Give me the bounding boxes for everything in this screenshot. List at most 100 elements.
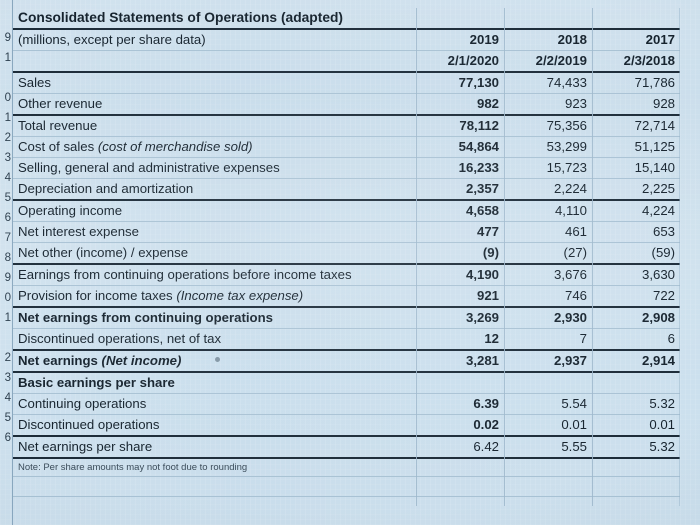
row-number: 6 bbox=[4, 432, 11, 444]
row-value-2018: 0.01 bbox=[504, 414, 592, 437]
row-number: 0 bbox=[4, 92, 11, 104]
row-label-text: Net other (income) / expense bbox=[18, 245, 189, 260]
row-value-2019: 6.39 bbox=[416, 393, 504, 415]
row-label: Provision for income taxes (Income tax e… bbox=[13, 285, 416, 308]
column-divider-1 bbox=[416, 8, 417, 506]
row-value-2017: 5.32 bbox=[592, 435, 680, 459]
row-value-2017: 71,786 bbox=[592, 72, 680, 94]
row-label: Discontinued operations, net of tax bbox=[13, 328, 416, 351]
row-value-2019: 16,233 bbox=[416, 157, 504, 179]
row-value-2019: 982 bbox=[416, 93, 504, 116]
row-label-parenthetical: (cost of merchandise sold) bbox=[97, 139, 253, 154]
row-value-2019: 78,112 bbox=[416, 114, 504, 137]
row-number: 1 bbox=[4, 52, 11, 64]
row-value-2017: 3,630 bbox=[592, 263, 680, 286]
row-label-text: Operating income bbox=[18, 203, 123, 218]
row-value-2018 bbox=[504, 371, 592, 394]
table-row: Net earnings from continuing operations … bbox=[13, 306, 680, 329]
row-value-2018: 75,356 bbox=[504, 114, 592, 137]
row-label-text: Net earnings from continuing operations bbox=[18, 310, 273, 325]
table-row: Depreciation and amortization 2,357 2,22… bbox=[13, 178, 680, 201]
table-row: Other revenue 982 923 928 bbox=[13, 93, 680, 116]
table-row-period-end-dates: 2/1/2020 2/2/2019 2/3/2018 bbox=[13, 50, 680, 73]
row-number: 3 bbox=[4, 372, 11, 384]
row-number: 1 bbox=[4, 312, 11, 324]
row-value-2017: (59) bbox=[592, 242, 680, 265]
row-value-2018: 4,110 bbox=[504, 199, 592, 222]
row-label-parenthetical: (Income tax expense) bbox=[176, 288, 304, 303]
paper-speck bbox=[215, 357, 220, 362]
title-spacer-2 bbox=[504, 8, 592, 30]
row-number: 9 bbox=[4, 32, 11, 44]
row-value-2017: 15,140 bbox=[592, 157, 680, 179]
footnote-spacer-1 bbox=[416, 457, 504, 477]
row-label: Net other (income) / expense bbox=[13, 242, 416, 265]
row-value-2017 bbox=[592, 371, 680, 394]
row-number: 5 bbox=[4, 192, 11, 204]
row-label: Net earnings (Net income) bbox=[13, 349, 416, 373]
row-label: Net earnings per share bbox=[13, 435, 416, 459]
row-number: 3 bbox=[4, 152, 11, 164]
table-row: Operating income 4,658 4,110 4,224 bbox=[13, 199, 680, 222]
row-number: 4 bbox=[4, 172, 11, 184]
row-value-2017: 5.32 bbox=[592, 393, 680, 415]
row-label-text: Net interest expense bbox=[18, 224, 139, 239]
row-value-2019: 6.42 bbox=[416, 435, 504, 459]
units-label: (millions, except per share data) bbox=[13, 29, 416, 51]
row-label-text: Net earnings bbox=[18, 353, 102, 368]
row-value-2017: 653 bbox=[592, 221, 680, 243]
row-number-gutter: 9 1 0 1 2 3 4 5 6 7 8 9 0 1 2 3 4 5 6 bbox=[0, 0, 13, 525]
row-label-text: Discontinued operations, net of tax bbox=[18, 331, 222, 346]
row-number: 7 bbox=[4, 232, 11, 244]
row-label: Sales bbox=[13, 72, 416, 94]
row-label: Earnings from continuing operations befo… bbox=[13, 263, 416, 286]
footnote-spacer-2 bbox=[504, 457, 592, 477]
table-row: Net earnings (Net income) 3,281 2,937 2,… bbox=[13, 349, 680, 373]
row-label: Discontinued operations bbox=[13, 414, 416, 437]
row-number: 0 bbox=[4, 292, 11, 304]
row-value-2017: 2,908 bbox=[592, 306, 680, 329]
table-right-edge bbox=[679, 8, 680, 506]
blank-cell-1 bbox=[416, 476, 504, 497]
row-value-2018: 15,723 bbox=[504, 157, 592, 179]
row-label-text: Continuing operations bbox=[18, 396, 147, 411]
row-label: Depreciation and amortization bbox=[13, 178, 416, 201]
row-value-2019: 0.02 bbox=[416, 414, 504, 437]
row-label-text: Sales bbox=[18, 75, 51, 90]
row-label-text: Provision for income taxes bbox=[18, 288, 177, 303]
row-value-2019: (9) bbox=[416, 242, 504, 265]
row-value-2019: 77,130 bbox=[416, 72, 504, 94]
row-value-2018: 2,930 bbox=[504, 306, 592, 329]
row-value-2019: 4,658 bbox=[416, 199, 504, 222]
row-label-text: Cost of sales bbox=[18, 139, 98, 154]
table-row: Provision for income taxes (Income tax e… bbox=[13, 285, 680, 308]
row-label: Net interest expense bbox=[13, 221, 416, 243]
column-divider-3 bbox=[592, 8, 593, 506]
table-row: Total revenue 78,112 75,356 72,714 bbox=[13, 114, 680, 137]
table-row: Selling, general and administrative expe… bbox=[13, 157, 680, 179]
footnote-text: Note: Per share amounts may not foot due… bbox=[13, 457, 416, 477]
row-label-text: Basic earnings per share bbox=[18, 375, 175, 390]
row-value-2019: 54,864 bbox=[416, 136, 504, 158]
table-row-note: Note: Per share amounts may not foot due… bbox=[13, 457, 680, 477]
table-row: Discontinued operations, net of tax 12 7… bbox=[13, 328, 680, 351]
row-number: 5 bbox=[4, 412, 11, 424]
row-value-2017: 4,224 bbox=[592, 199, 680, 222]
row-label-text: Selling, general and administrative expe… bbox=[18, 160, 280, 175]
title-spacer-3 bbox=[592, 8, 680, 30]
blank-cell-2 bbox=[504, 476, 592, 497]
row-value-2018: 746 bbox=[504, 285, 592, 308]
row-label-text: Other revenue bbox=[18, 96, 103, 111]
row-label-text: Discontinued operations bbox=[18, 417, 160, 432]
row-value-2017: 722 bbox=[592, 285, 680, 308]
table-row-units-and-years: (millions, except per share data) 2019 2… bbox=[13, 29, 680, 51]
row-label: Continuing operations bbox=[13, 393, 416, 415]
row-value-2017: 2,225 bbox=[592, 178, 680, 201]
row-value-2018: 3,676 bbox=[504, 263, 592, 286]
row-value-2018: 461 bbox=[504, 221, 592, 243]
column-divider-2 bbox=[504, 8, 505, 506]
row-value-2017: 0.01 bbox=[592, 414, 680, 437]
row-number: 8 bbox=[4, 252, 11, 264]
row-number: 2 bbox=[4, 352, 11, 364]
row-label-text: Earnings from continuing operations befo… bbox=[18, 267, 352, 282]
